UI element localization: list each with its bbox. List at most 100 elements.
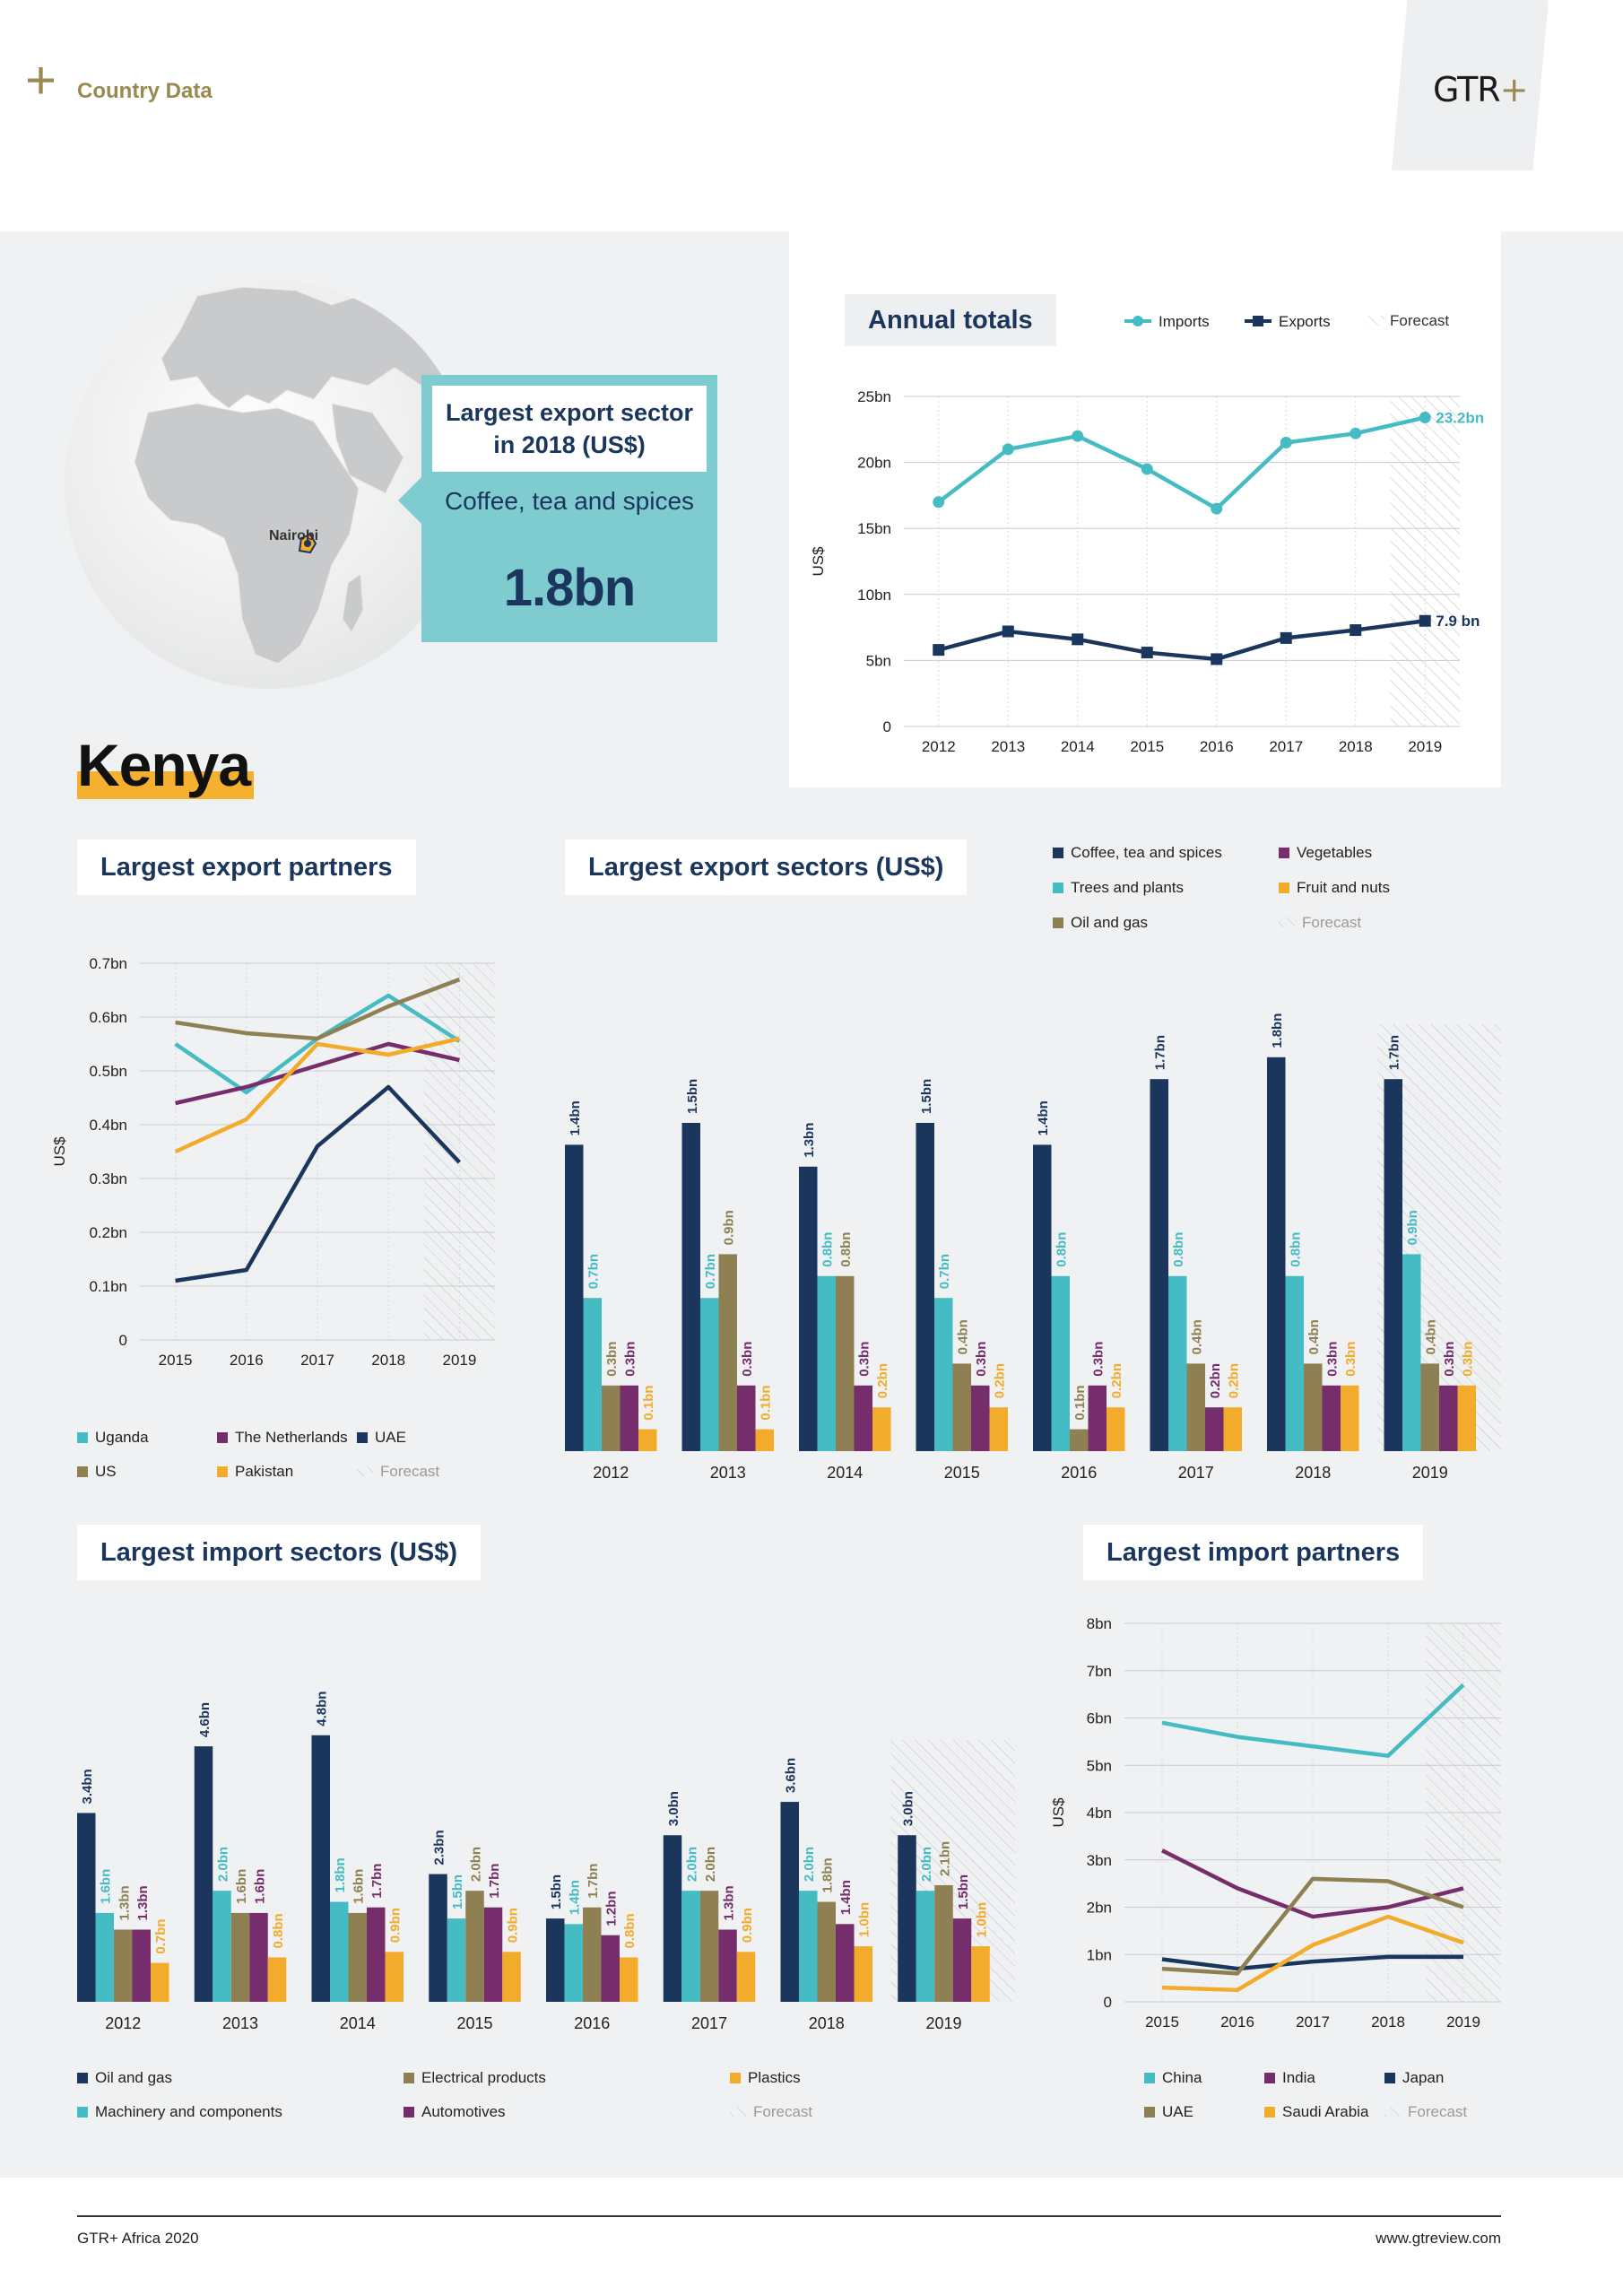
x-tick-label: 2018: [1295, 1464, 1331, 1482]
export-partners-chart: 0 0.1bn 0.2bn 0.3bn 0.4bn 0.5bn 0.6bn 0.7bn 2015…: [51, 955, 495, 1480]
series-line-china: [1161, 1683, 1465, 1758]
data-point: [1002, 625, 1014, 638]
bar-value-label: 1.7bn: [1387, 1035, 1402, 1070]
bar-value-label: 0.4bn: [1306, 1319, 1322, 1354]
bar-value-label: 0.4bn: [956, 1319, 971, 1354]
x-tick-label: 2017: [300, 1352, 334, 1369]
bar-electrical-products: [114, 1929, 133, 2002]
footer-website[interactable]: www.gtreview.com: [1376, 2230, 1501, 2247]
y-tick-label: 8bn: [1087, 1615, 1112, 1632]
bar-automotives: [483, 1907, 503, 2002]
y-axis-label: US$: [51, 1136, 68, 1167]
legend-marker: [1133, 316, 1143, 326]
export-sectors-title: Largest export sectors (US$): [565, 839, 968, 895]
legend-swatch: [1053, 918, 1063, 928]
legend-swatch: [1053, 848, 1063, 858]
bar-value-label: 1.5bn: [919, 1079, 934, 1114]
bar-machinery-and-components: [799, 1891, 818, 2002]
logo-plus: +: [1499, 70, 1529, 109]
data-point: [1350, 427, 1362, 439]
bar-value-label: 2.0bn: [703, 1847, 718, 1882]
legend-label: Electrical products: [421, 2069, 546, 2086]
legend-label: Japan: [1402, 2069, 1444, 2086]
bar-oil-and-gas: [1420, 1363, 1439, 1451]
bar-value-label: 0.9bn: [388, 1908, 404, 1943]
y-tick-label: 2bn: [1087, 1900, 1112, 1917]
bar-value-label: 1.4bn: [1036, 1100, 1051, 1135]
data-point: [1072, 430, 1084, 442]
x-tick-label: 2017: [1178, 1464, 1214, 1482]
bar-value-label: 0.4bn: [1190, 1319, 1205, 1354]
x-tick-label: 2016: [1061, 1464, 1097, 1482]
bar-value-label: 0.9bn: [506, 1908, 521, 1943]
legend-forecast-swatch: [357, 1466, 373, 1476]
legend-label: The Netherlands: [235, 1429, 348, 1446]
bar-electrical-products: [699, 1891, 719, 2002]
bar-value-label: 2.0bn: [685, 1847, 700, 1882]
legend-label: Imports: [1159, 313, 1210, 330]
bar-automotives: [132, 1929, 151, 2002]
bar-oil-and-gas: [311, 1735, 330, 2002]
city-label: Nairobi: [269, 528, 318, 544]
bar-trees-and-plants: [817, 1275, 836, 1451]
y-tick-label: 20bn: [857, 455, 891, 472]
legend-swatch: [77, 1432, 88, 1443]
y-tick-label: 7bn: [1087, 1663, 1112, 1680]
x-tick-label: 2019: [1446, 2013, 1480, 2031]
x-tick-label: 2017: [1269, 738, 1303, 755]
series-line-saudi-arabia: [1161, 1914, 1464, 1993]
bar-trees-and-plants: [1285, 1275, 1304, 1451]
bar-value-label: 1.7bn: [487, 1864, 502, 1899]
x-tick-label: 2018: [371, 1352, 405, 1369]
madagascar-landmass: [342, 573, 364, 633]
bar-oil-and-gas: [952, 1363, 971, 1451]
bar-value-label: 0.3bn: [623, 1342, 638, 1377]
bar-vegetables: [971, 1385, 990, 1451]
bar-electrical-products: [934, 1884, 953, 2002]
bar-value-label: 1.3bn: [802, 1123, 817, 1158]
bar-value-label: 0.2bn: [1227, 1363, 1242, 1398]
y-axis-label: US$: [810, 546, 827, 577]
callout-title: Largest export sector in 2018 (US$): [432, 386, 707, 472]
bar-value-label: 0.8bn: [1055, 1232, 1070, 1267]
legend-swatch: [77, 2073, 88, 2083]
data-point: [1072, 633, 1084, 646]
legend-swatch: [1264, 2073, 1275, 2083]
bar-oil-and-gas: [898, 1835, 916, 2002]
data-point: [1350, 624, 1362, 637]
legend-label: India: [1282, 2069, 1315, 2086]
export-partners-title: Largest export partners: [77, 839, 416, 895]
series-line-pakistan: [174, 1036, 460, 1154]
bar-automotives: [836, 1924, 855, 2002]
bar-value-label: 0.7bn: [153, 1918, 169, 1953]
bar-oil-and-gas: [836, 1275, 855, 1451]
bar-value-label: 0.8bn: [271, 1913, 286, 1948]
bar-value-label: 0.9bn: [740, 1908, 755, 1943]
y-tick-label: 0: [119, 1332, 127, 1349]
x-tick-label: 2018: [1339, 738, 1373, 755]
x-tick-label: 2015: [1130, 738, 1164, 755]
plus-icon: +: [25, 50, 57, 110]
bar-value-label: 1.0bn: [975, 1902, 990, 1937]
bar-value-label: 0.3bn: [1091, 1342, 1107, 1377]
callout-pointer: [398, 475, 423, 526]
legend-swatch: [1384, 2073, 1395, 2083]
series-line-exports: [938, 619, 1426, 662]
x-tick-label: 2019: [925, 2014, 961, 2032]
y-tick-label: 4bn: [1087, 1805, 1112, 1822]
bar-value-label: 1.7bn: [369, 1864, 385, 1899]
bar-value-label: 3.4bn: [80, 1769, 95, 1804]
bar-value-label: 3.0bn: [666, 1791, 681, 1826]
bar-value-label: 0.8bn: [838, 1232, 854, 1267]
bar-coffee-tea-and-spices: [1150, 1079, 1168, 1451]
bar-value-label: 0.7bn: [586, 1254, 602, 1289]
bar-value-label: 1.0bn: [857, 1902, 872, 1937]
legend-label: Coffee, tea and spices: [1071, 844, 1222, 861]
y-tick-label: 0: [1104, 1994, 1112, 2011]
bar-value-label: 0.2bn: [1109, 1363, 1124, 1398]
y-tick-label: 0.3bn: [89, 1170, 127, 1187]
legend-swatch: [404, 2073, 414, 2083]
series-line-japan: [1161, 1954, 1463, 1971]
bar-value-label: 1.7bn: [586, 1864, 601, 1899]
bar-fruit-and-nuts: [1341, 1385, 1359, 1451]
